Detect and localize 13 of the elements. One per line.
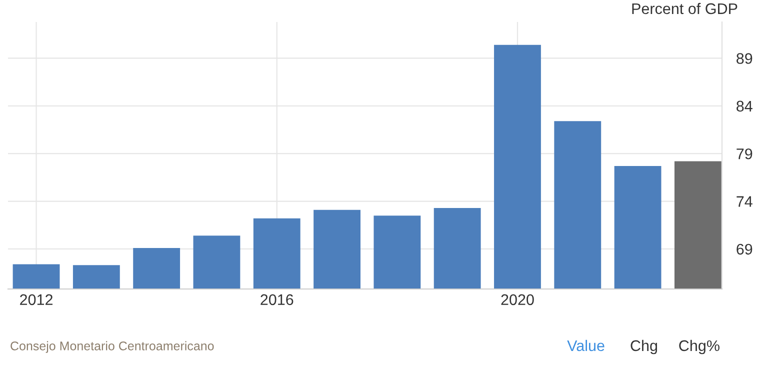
y-tick-label: 74 [736,196,752,207]
text: Chg [630,340,658,354]
y-tick-label: 89 [736,53,752,64]
text: Chg% [679,340,720,354]
y-tick-label: 84 [736,100,752,112]
text: Value [567,340,604,352]
x-tick-label: 2016 [260,294,294,306]
y-tick-label: 79 [736,148,752,160]
x-tick-label: 2020 [501,294,534,306]
y-tick-label: 69 [736,244,752,255]
y-axis-title: Percent of GDP [632,2,738,14]
text: Consejo Monetario Centroamericano [10,341,214,353]
x-tick-label: 2012 [20,294,52,306]
